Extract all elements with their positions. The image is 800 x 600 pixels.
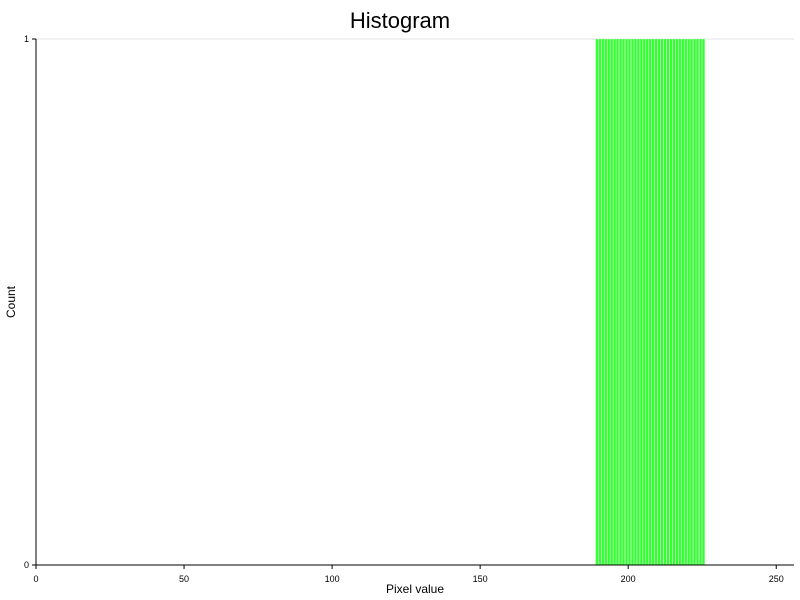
histogram-bar [675, 38, 679, 566]
histogram-bar [690, 38, 694, 566]
histogram-bar [616, 38, 620, 566]
histogram-bar [696, 38, 699, 566]
histogram-bars [595, 38, 705, 566]
x-tick-label: 200 [621, 574, 636, 584]
histogram-bar [601, 38, 605, 566]
histogram-bar [633, 38, 637, 566]
histogram-bar [678, 38, 682, 566]
histogram-bar [663, 38, 667, 566]
histogram-bar [654, 38, 658, 566]
histogram-bar [595, 38, 599, 566]
histogram-bar [604, 38, 608, 566]
chart-title: Histogram [350, 8, 450, 33]
histogram-bar [613, 38, 617, 566]
histogram-bar [681, 38, 685, 566]
histogram-bar [639, 38, 643, 566]
histogram-bar [631, 38, 634, 566]
histogram-bar [648, 38, 652, 566]
histogram-bar [660, 38, 664, 566]
histogram-bar [607, 38, 611, 566]
x-tick-label: 50 [179, 574, 189, 584]
histogram-bar [669, 38, 673, 566]
histogram-bar [693, 38, 697, 566]
y-axis-ticks: 01 [24, 34, 36, 570]
histogram-bar [684, 38, 688, 566]
x-tick-label: 250 [769, 574, 784, 584]
histogram-bar [628, 38, 631, 566]
histogram-bar [666, 38, 670, 566]
histogram-bar [702, 38, 705, 566]
y-axis-label: Count [4, 285, 18, 318]
y-tick-label: 1 [24, 34, 29, 44]
histogram-bar [645, 38, 649, 566]
x-tick-label: 100 [325, 574, 340, 584]
histogram-bar [642, 38, 646, 566]
histogram-bar [622, 38, 625, 566]
histogram-bar [687, 38, 691, 566]
histogram-bar [610, 38, 614, 566]
x-axis-ticks: 0 50 100 150 200 250 [33, 565, 784, 584]
histogram-bar [672, 38, 676, 566]
histogram-bar [636, 38, 640, 566]
y-tick-label: 0 [24, 560, 29, 570]
x-tick-label: 0 [33, 574, 38, 584]
histogram-bar [651, 38, 655, 566]
histogram-bar [699, 38, 702, 566]
x-axis-label: Pixel value [386, 582, 444, 596]
histogram-bar [598, 38, 602, 566]
histogram-bar [625, 38, 628, 566]
x-tick-label: 150 [473, 574, 488, 584]
histogram-bar [657, 38, 661, 566]
histogram-bar [619, 38, 622, 566]
